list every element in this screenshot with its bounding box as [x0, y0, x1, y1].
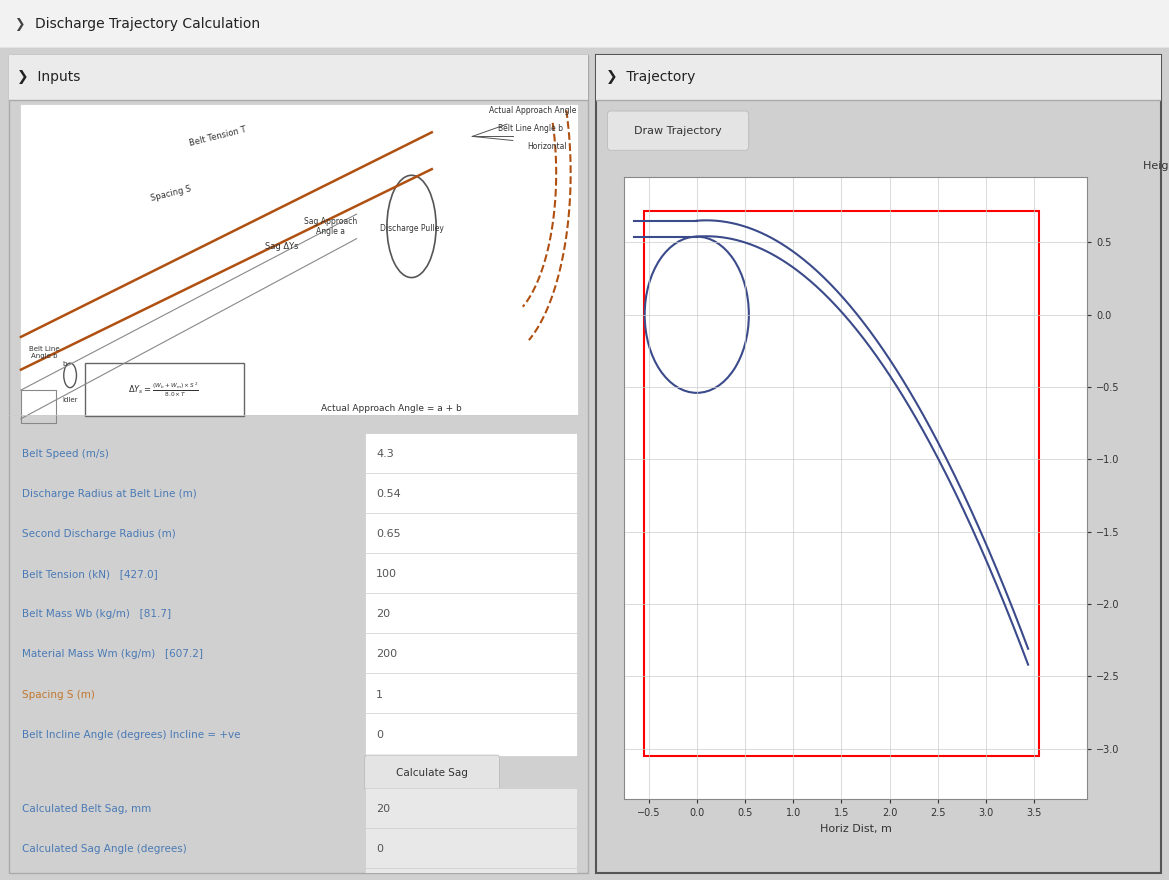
Text: Horizontal: Horizontal [527, 142, 567, 150]
FancyBboxPatch shape [0, 0, 1169, 48]
Text: $\Delta Y_s = \frac{(W_b + W_m) \times S^2}{8.0 \times T}$: $\Delta Y_s = \frac{(W_b + W_m) \times S… [129, 380, 200, 399]
Text: 0.54: 0.54 [376, 489, 401, 499]
Text: Belt Speed (m/s): Belt Speed (m/s) [22, 449, 109, 459]
Text: Calculate Sag: Calculate Sag [396, 768, 468, 778]
Text: Discharge Pulley: Discharge Pulley [380, 224, 443, 232]
Text: Calculated Belt Sag, mm: Calculated Belt Sag, mm [22, 804, 151, 814]
Text: Idler: Idler [62, 397, 78, 403]
Text: Belt Tension (kN)   [427.0]: Belt Tension (kN) [427.0] [22, 569, 158, 579]
FancyBboxPatch shape [365, 828, 577, 870]
Text: Calculated Sag Angle (degrees): Calculated Sag Angle (degrees) [22, 844, 187, 854]
Text: 1: 1 [376, 690, 383, 700]
X-axis label: Horiz Dist, m: Horiz Dist, m [819, 824, 892, 834]
Text: 20: 20 [376, 609, 390, 620]
FancyBboxPatch shape [365, 634, 577, 676]
Text: Actual Approach Angle = a + b: Actual Approach Angle = a + b [320, 404, 462, 413]
Text: Actual Approach Angle: Actual Approach Angle [490, 106, 576, 114]
Text: Sag Approach
Angle a: Sag Approach Angle a [304, 216, 358, 236]
FancyBboxPatch shape [365, 553, 577, 596]
FancyBboxPatch shape [365, 755, 499, 791]
FancyBboxPatch shape [365, 593, 577, 635]
Text: 100: 100 [376, 569, 397, 579]
Text: Belt Line
Angle b: Belt Line Angle b [29, 346, 60, 359]
Y-axis label: Height, m: Height, m [1143, 161, 1169, 171]
FancyBboxPatch shape [365, 788, 577, 831]
Text: Sag ΔYs: Sag ΔYs [264, 242, 298, 252]
Bar [644, 210, 1039, 756]
Text: ❯  Inputs: ❯ Inputs [16, 70, 81, 84]
Text: Belt Tension T: Belt Tension T [188, 125, 247, 148]
Text: Material Mass Wm (kg/m)   [607.2]: Material Mass Wm (kg/m) [607.2] [22, 649, 203, 659]
FancyBboxPatch shape [365, 673, 577, 715]
FancyBboxPatch shape [20, 104, 577, 414]
Text: Belt Line Angle b: Belt Line Angle b [498, 124, 562, 133]
FancyBboxPatch shape [84, 363, 243, 416]
Text: Spacing S: Spacing S [150, 184, 193, 203]
Text: Draw Trajectory: Draw Trajectory [635, 126, 722, 136]
Text: Belt Mass Wb (kg/m)   [81.7]: Belt Mass Wb (kg/m) [81.7] [22, 609, 171, 620]
FancyBboxPatch shape [608, 111, 748, 150]
Text: 0.65: 0.65 [376, 529, 401, 539]
FancyBboxPatch shape [365, 714, 577, 756]
FancyBboxPatch shape [365, 433, 577, 475]
Text: 0: 0 [376, 730, 383, 740]
FancyBboxPatch shape [365, 473, 577, 516]
Text: ❯: ❯ [14, 18, 25, 31]
Text: 0: 0 [376, 844, 383, 854]
FancyBboxPatch shape [365, 868, 577, 880]
Text: Second Discharge Radius (m): Second Discharge Radius (m) [22, 529, 175, 539]
Text: Spacing S (m): Spacing S (m) [22, 690, 95, 700]
Text: Belt Incline Angle (degrees) Incline = +ve: Belt Incline Angle (degrees) Incline = +… [22, 730, 241, 740]
Text: Discharge Radius at Belt Line (m): Discharge Radius at Belt Line (m) [22, 489, 196, 499]
Text: 20: 20 [376, 804, 390, 814]
FancyBboxPatch shape [9, 55, 588, 99]
Text: 200: 200 [376, 649, 397, 659]
Text: b: b [62, 361, 67, 367]
Text: 4.3: 4.3 [376, 449, 394, 459]
Text: ❯  Trajectory: ❯ Trajectory [607, 70, 696, 84]
FancyBboxPatch shape [596, 55, 1161, 99]
FancyBboxPatch shape [365, 513, 577, 555]
Text: Discharge Trajectory Calculation: Discharge Trajectory Calculation [35, 18, 261, 31]
